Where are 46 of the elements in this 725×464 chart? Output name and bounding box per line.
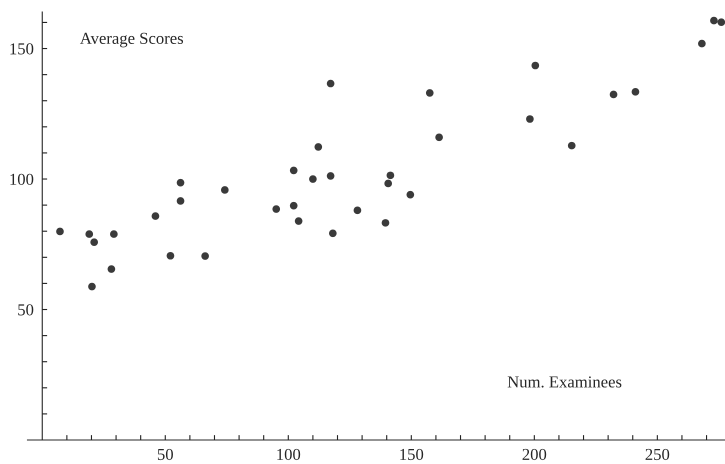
point (309, 175, 317, 183)
x-tick-label: 250 (646, 448, 670, 460)
point (85, 230, 94, 238)
point (698, 40, 706, 48)
x-tick-label: 200 (522, 448, 546, 460)
point (56, 228, 64, 236)
point (272, 205, 280, 213)
point (221, 186, 229, 194)
point (166, 252, 174, 260)
point (382, 219, 390, 227)
y-axis-title: Average Scores (80, 32, 184, 48)
point (326, 80, 334, 88)
point (314, 143, 322, 151)
point (88, 282, 96, 290)
point (294, 217, 302, 225)
point (201, 252, 209, 260)
y-tick-label: 150 (10, 43, 34, 54)
y-tick-label: 50 (18, 304, 34, 316)
point (610, 90, 618, 98)
point (568, 142, 576, 150)
point (290, 202, 298, 210)
point (108, 265, 116, 273)
point (406, 190, 414, 198)
point (152, 212, 160, 220)
point (176, 197, 184, 205)
point (710, 16, 718, 24)
x-tick-label: 100 (277, 448, 300, 460)
point (526, 115, 534, 123)
point (426, 89, 434, 97)
point (384, 180, 392, 188)
point (90, 238, 98, 246)
y-tick-label: 100 (10, 174, 34, 185)
point (435, 133, 443, 142)
point (354, 206, 362, 214)
point (110, 230, 118, 238)
point (718, 18, 725, 26)
x-tick-label: 150 (400, 448, 424, 460)
point (532, 62, 540, 70)
point (329, 230, 337, 238)
point (632, 88, 640, 96)
point (290, 166, 298, 174)
point (176, 178, 184, 186)
x-axis-title: Num. Examinees (508, 376, 622, 388)
point (326, 172, 334, 180)
x-tick-label: 50 (158, 448, 173, 460)
point (386, 172, 394, 180)
